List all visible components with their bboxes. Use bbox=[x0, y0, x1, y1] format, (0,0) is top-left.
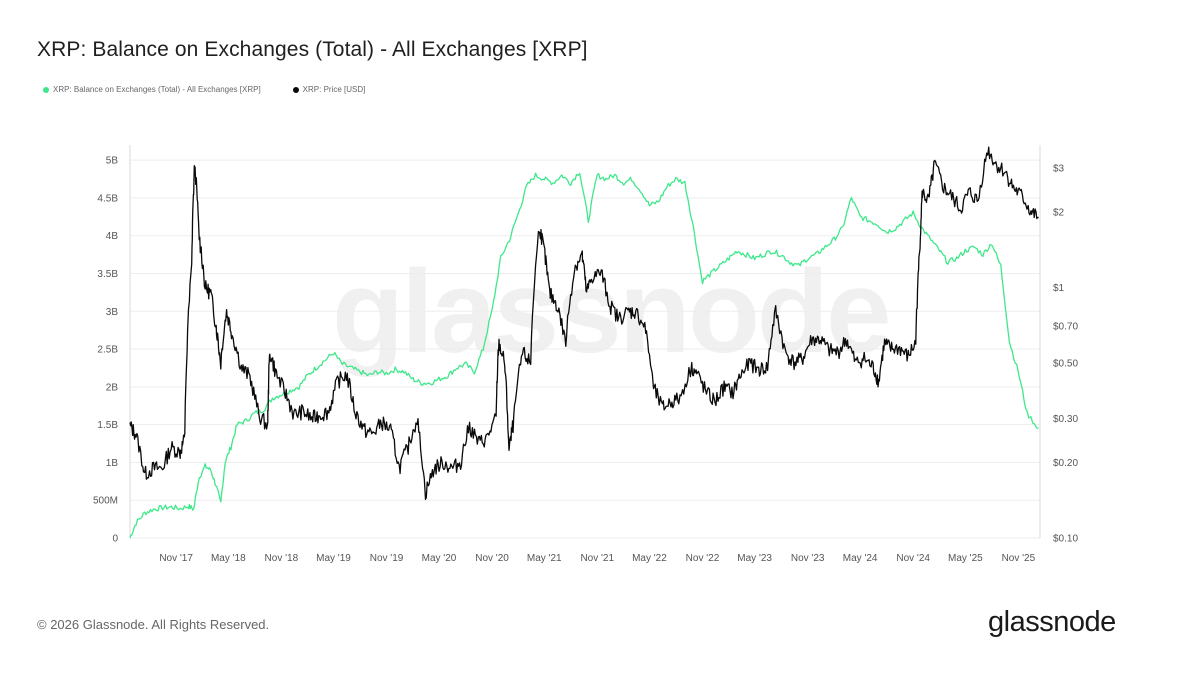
y-left-tick-label: 4.5B bbox=[97, 193, 118, 204]
x-tick-label: May '25 bbox=[948, 553, 983, 564]
y-left-tick-label: 5B bbox=[106, 156, 119, 167]
y-left-tick-label: 1B bbox=[106, 458, 119, 469]
y-right-tick-label: $0.50 bbox=[1053, 358, 1078, 369]
price-series-line bbox=[129, 146, 1039, 501]
x-tick-label: Nov '18 bbox=[265, 553, 299, 564]
y-right-tick-label: $0.70 bbox=[1053, 322, 1078, 333]
y-right-tick-label: $0.10 bbox=[1053, 534, 1078, 545]
y-right-tick-label: $0.30 bbox=[1053, 414, 1078, 425]
y-left-tick-label: 1.5B bbox=[97, 420, 118, 431]
y-right-tick-label: $3 bbox=[1053, 163, 1065, 174]
legend-item-price[interactable]: XRP: Price [USD] bbox=[292, 85, 366, 94]
x-tick-label: May '22 bbox=[632, 553, 667, 564]
y-left-tick-label: 0 bbox=[112, 534, 118, 545]
x-tick-label: May '18 bbox=[211, 553, 246, 564]
y-right-tick-label: $0.20 bbox=[1053, 458, 1078, 469]
legend: XRP: Balance on Exchanges (Total) - All … bbox=[43, 85, 365, 94]
y-left-tick-label: 2B bbox=[106, 382, 119, 393]
y-left-tick-label: 4B bbox=[106, 231, 119, 242]
legend-label-price: XRP: Price [USD] bbox=[302, 85, 366, 94]
x-tick-label: Nov '19 bbox=[370, 553, 404, 564]
x-tick-label: May '19 bbox=[316, 553, 351, 564]
y-left-tick-label: 2.5B bbox=[97, 345, 118, 356]
y-right-tick-label: $1 bbox=[1053, 283, 1065, 294]
x-tick-label: Nov '24 bbox=[896, 553, 930, 564]
x-tick-label: Nov '23 bbox=[791, 553, 825, 564]
x-tick-label: Nov '17 bbox=[159, 553, 193, 564]
legend-dot-price bbox=[292, 86, 299, 93]
y-left-tick-label: 3B bbox=[106, 307, 119, 318]
chart-title: XRP: Balance on Exchanges (Total) - All … bbox=[37, 38, 588, 61]
copyright-text: © 2026 Glassnode. All Rights Reserved. bbox=[37, 617, 270, 632]
legend-dot-balance bbox=[43, 86, 49, 93]
x-tick-label: Nov '25 bbox=[1002, 553, 1036, 564]
x-tick-label: Nov '20 bbox=[475, 553, 509, 564]
x-tick-label: May '20 bbox=[422, 553, 457, 564]
legend-item-balance[interactable]: XRP: Balance on Exchanges (Total) - All … bbox=[43, 85, 261, 94]
y-left-tick-label: 3.5B bbox=[97, 269, 118, 280]
x-tick-label: May '24 bbox=[843, 553, 878, 564]
x-tick-label: Nov '22 bbox=[686, 553, 720, 564]
legend-label-balance: XRP: Balance on Exchanges (Total) - All … bbox=[53, 85, 261, 94]
x-tick-label: May '23 bbox=[737, 553, 772, 564]
brand-logo: glassnode bbox=[988, 606, 1116, 638]
x-tick-label: May '21 bbox=[527, 553, 562, 564]
balance-series-line bbox=[129, 172, 1039, 539]
y-right-tick-label: $2 bbox=[1053, 207, 1065, 218]
y-left-tick-label: 500M bbox=[93, 496, 118, 507]
x-tick-label: Nov '21 bbox=[580, 553, 614, 564]
